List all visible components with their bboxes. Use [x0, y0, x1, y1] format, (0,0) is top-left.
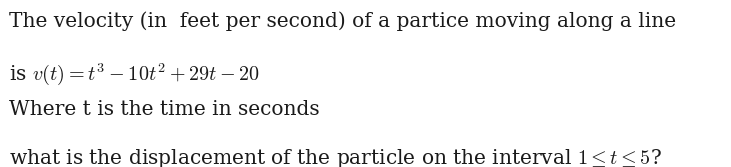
Text: Where t is the time in seconds: Where t is the time in seconds: [9, 100, 319, 119]
Text: is $v(t) = t^3 - 10t^2 + 29t - 20$: is $v(t) = t^3 - 10t^2 + 29t - 20$: [9, 61, 260, 87]
Text: The velocity (in  feet per second) of a partice moving along a line: The velocity (in feet per second) of a p…: [9, 12, 676, 31]
Text: what is the displacement of the particle on the interval $1 \leq t \leq 5$?: what is the displacement of the particle…: [9, 147, 662, 167]
